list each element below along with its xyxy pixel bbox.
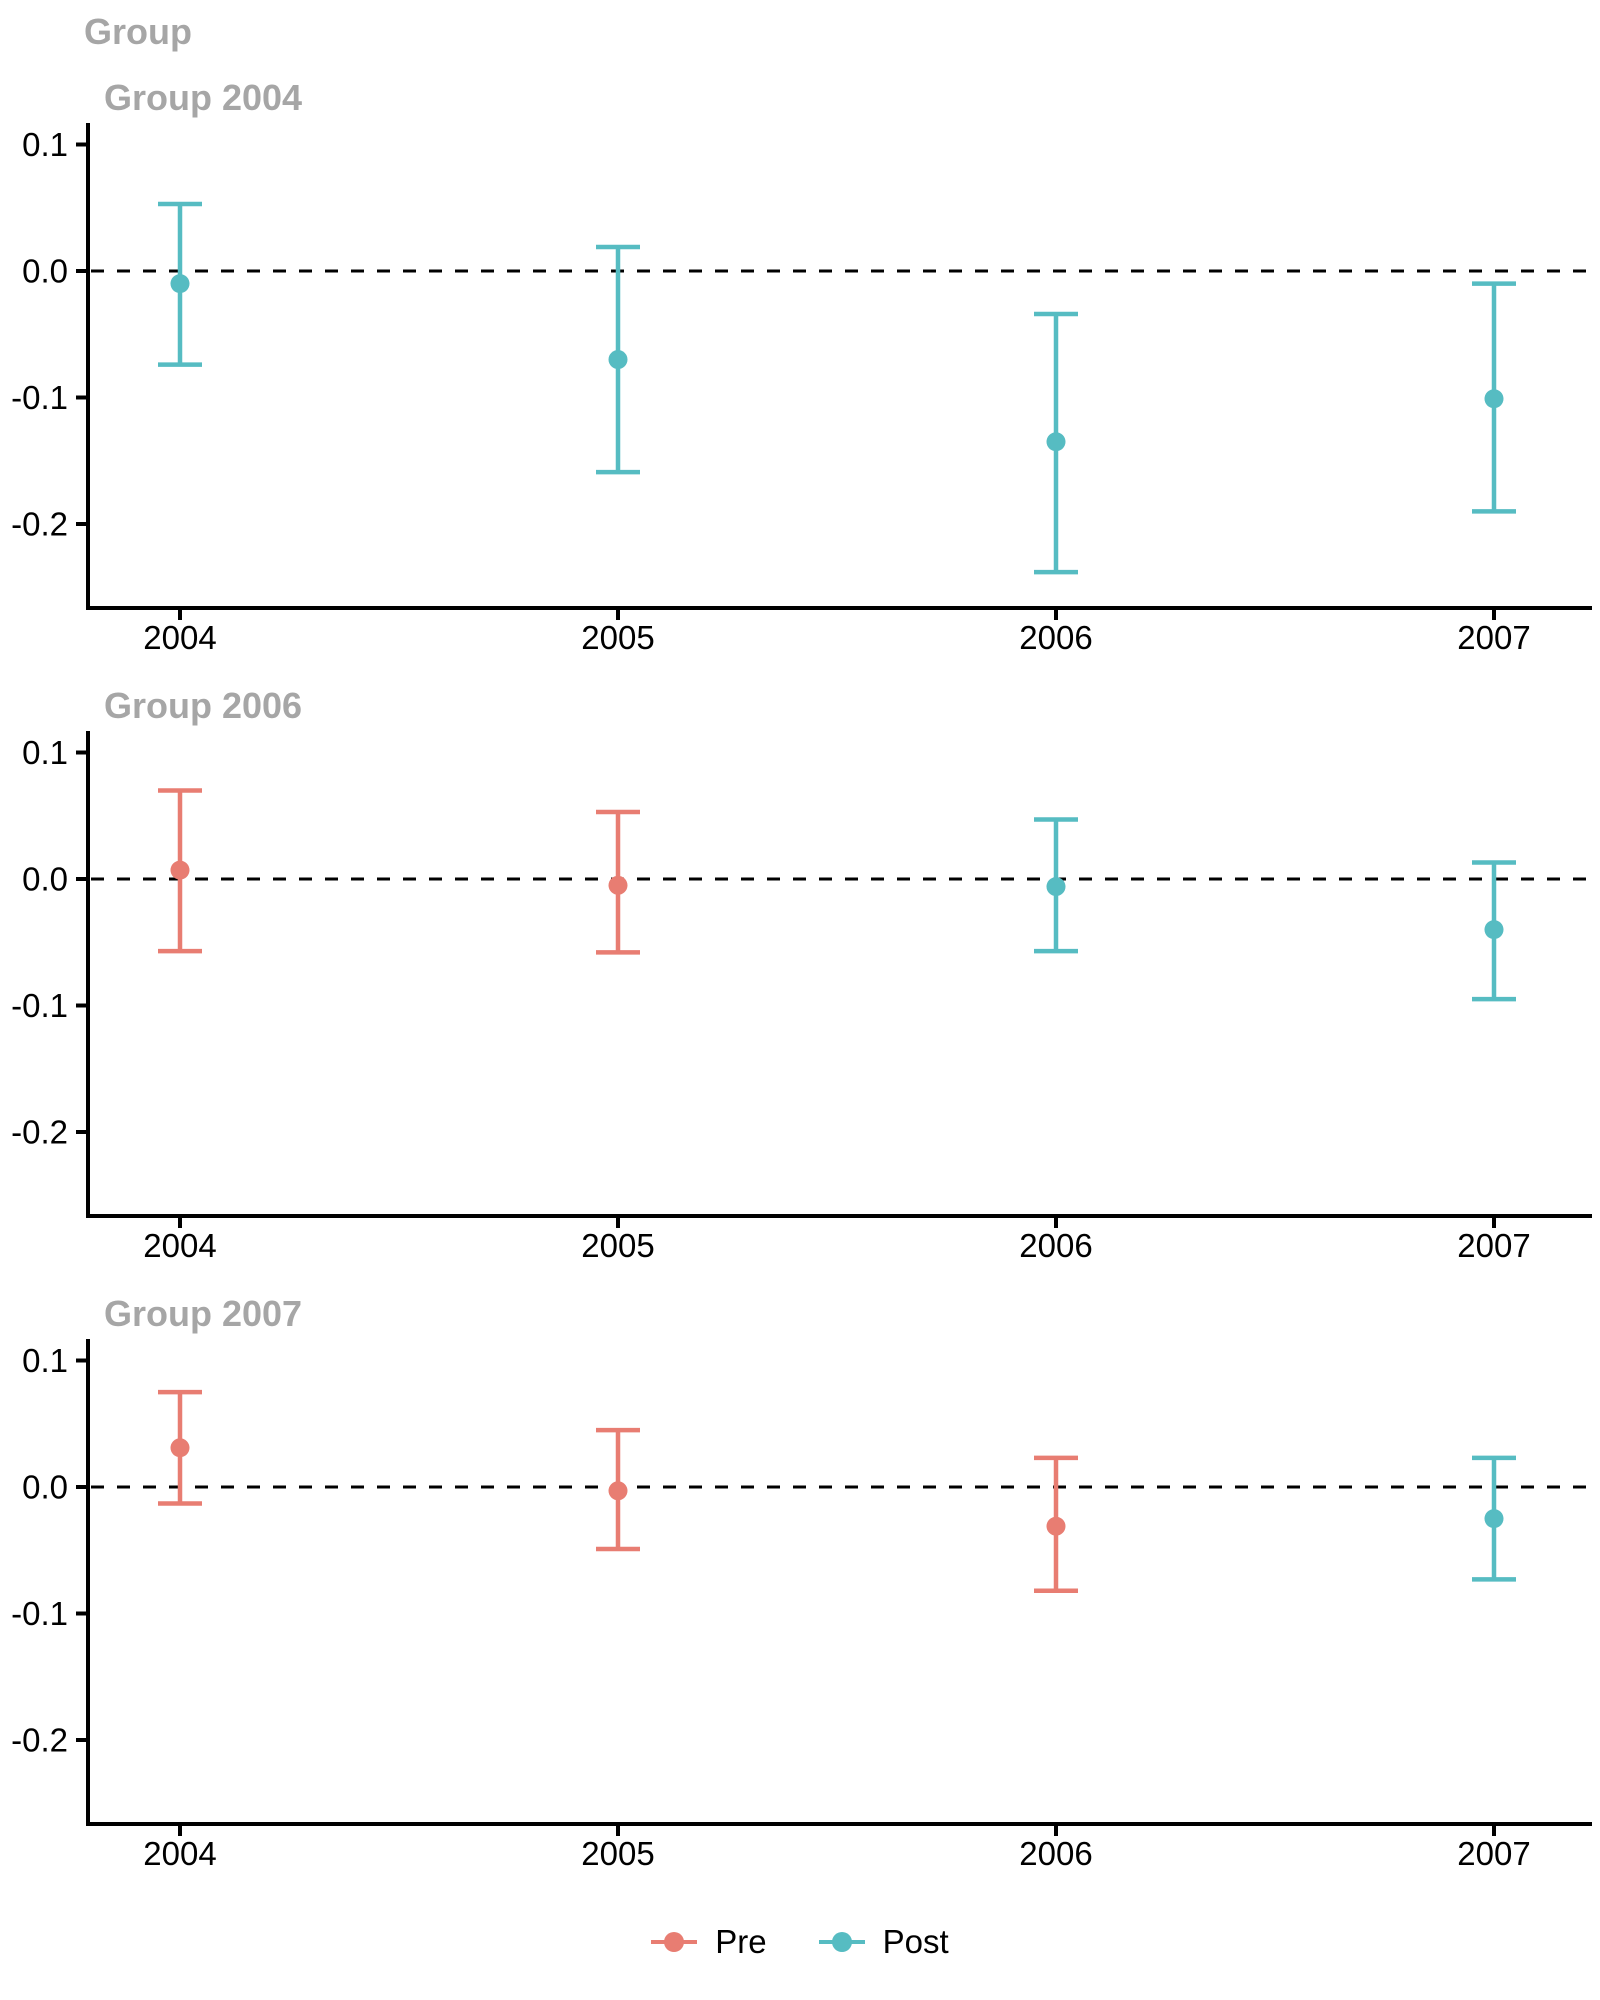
y-tick-label: -0.1 bbox=[11, 987, 68, 1024]
x-tick-label: 2007 bbox=[1457, 1227, 1530, 1264]
legend-label-pre: Pre bbox=[715, 1923, 767, 1960]
point-estimate bbox=[608, 875, 628, 895]
point-estimate bbox=[1046, 1516, 1066, 1536]
x-tick-label: 2005 bbox=[581, 1227, 654, 1264]
legend-pre-swatch-icon bbox=[651, 1929, 698, 1955]
x-tick-label: 2004 bbox=[143, 1835, 216, 1872]
legend: Pre Post bbox=[0, 1916, 1600, 1968]
y-tick-label: -0.1 bbox=[11, 1595, 68, 1632]
y-tick-label: 0.0 bbox=[22, 1469, 68, 1506]
point-estimate bbox=[170, 1438, 190, 1458]
x-tick-label: 2004 bbox=[143, 619, 216, 656]
x-tick-label: 2005 bbox=[581, 619, 654, 656]
y-tick-label: -0.2 bbox=[11, 506, 68, 543]
facet-title-group-2007: Group 2007 bbox=[104, 1293, 303, 1334]
x-tick-label: 2004 bbox=[143, 1227, 216, 1264]
x-tick-label: 2006 bbox=[1019, 1227, 1092, 1264]
legend-item-pre: Pre bbox=[651, 1923, 767, 1961]
y-tick-label: 0.1 bbox=[22, 126, 68, 163]
y-tick-label: -0.1 bbox=[11, 379, 68, 416]
legend-post-dot-icon bbox=[831, 1932, 852, 1952]
point-estimate bbox=[170, 860, 190, 880]
y-tick-label: 0.1 bbox=[22, 734, 68, 771]
legend-pre-dot-icon bbox=[664, 1932, 685, 1952]
y-tick-label: 0.0 bbox=[22, 861, 68, 898]
point-estimate bbox=[608, 1481, 628, 1501]
y-tick-label: -0.2 bbox=[11, 1722, 68, 1759]
panel-plot-0: 0.1 0.0 -0.1 -0.2 2004 2005 2006 2007 bbox=[11, 123, 1592, 656]
x-tick-label: 2006 bbox=[1019, 1835, 1092, 1872]
point-estimate bbox=[1484, 920, 1504, 940]
panel-plot-1: 0.1 0.0 -0.1 -0.2 2004 2005 2006 2007 bbox=[11, 731, 1592, 1264]
x-tick-label: 2006 bbox=[1019, 619, 1092, 656]
facet-title-group-2006: Group 2006 bbox=[104, 685, 303, 726]
point-estimate bbox=[608, 350, 628, 370]
y-tick-label: 0.1 bbox=[22, 1342, 68, 1379]
point-estimate bbox=[1484, 1509, 1504, 1529]
x-tick-label: 2007 bbox=[1457, 619, 1530, 656]
legend-item-post: Post bbox=[818, 1923, 949, 1961]
chart-group-title: Group bbox=[84, 11, 192, 52]
point-estimate bbox=[1046, 432, 1066, 452]
y-tick-label: 0.0 bbox=[22, 253, 68, 290]
y-tick-label: -0.2 bbox=[11, 1114, 68, 1151]
x-tick-label: 2007 bbox=[1457, 1835, 1530, 1872]
point-estimate bbox=[170, 274, 190, 294]
facet-title-group-2004: Group 2004 bbox=[104, 77, 303, 118]
x-tick-label: 2005 bbox=[581, 1835, 654, 1872]
panel-plot-2: 0.1 0.0 -0.1 -0.2 2004 2005 2006 2007 bbox=[11, 1339, 1592, 1872]
point-estimate bbox=[1484, 389, 1504, 409]
legend-label-post: Post bbox=[882, 1923, 949, 1960]
point-estimate bbox=[1046, 877, 1066, 897]
legend-post-swatch-icon bbox=[818, 1929, 865, 1955]
